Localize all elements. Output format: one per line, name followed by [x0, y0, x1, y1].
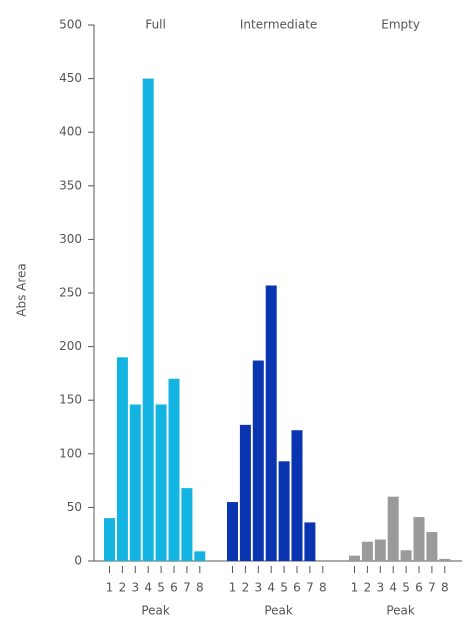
x-tick-label: 6	[293, 581, 301, 595]
y-tick-label: 300	[59, 232, 82, 246]
y-tick-label: 500	[59, 18, 82, 32]
x-tick-label: 3	[254, 581, 262, 595]
x-tick-label: 1	[106, 581, 114, 595]
bar	[387, 496, 399, 561]
x-tick-label: 4	[267, 581, 275, 595]
bar	[439, 558, 451, 561]
y-tick-label: 350	[59, 178, 82, 192]
y-tick-label: 250	[59, 286, 82, 300]
bar	[349, 555, 360, 561]
x-tick-label: 5	[157, 581, 165, 595]
x-tick-label: 2	[119, 581, 127, 595]
bar	[278, 461, 290, 561]
x-axis-label: Peak	[141, 604, 170, 618]
bar	[129, 404, 141, 561]
x-tick-label: 4	[389, 581, 397, 595]
x-tick-label: 1	[351, 581, 359, 595]
bar	[304, 522, 316, 561]
x-tick-label: 3	[376, 581, 384, 595]
x-tick-label: 2	[242, 581, 250, 595]
x-tick-label: 7	[428, 581, 436, 595]
bar	[265, 285, 277, 561]
y-tick-label: 0	[74, 554, 82, 568]
x-tick-label: 7	[183, 581, 191, 595]
x-tick-label: 5	[402, 581, 410, 595]
panel-title: Empty	[381, 18, 420, 32]
bar	[291, 430, 303, 561]
bar	[252, 360, 264, 561]
x-tick-label: 8	[196, 581, 204, 595]
bar	[361, 541, 373, 561]
bar	[194, 551, 206, 561]
bar	[413, 517, 425, 561]
y-tick-label: 100	[59, 446, 82, 460]
y-tick-label: 400	[59, 125, 82, 139]
x-tick-label: 7	[306, 581, 314, 595]
x-tick-label: 3	[131, 581, 139, 595]
x-tick-label: 5	[280, 581, 288, 595]
x-tick-label: 6	[415, 581, 423, 595]
x-tick-label: 4	[144, 581, 152, 595]
panel-title: Full	[145, 18, 166, 32]
y-tick-label: 50	[67, 500, 82, 514]
x-tick-label: 6	[170, 581, 178, 595]
bar	[116, 357, 128, 561]
bar	[142, 78, 154, 561]
panel-title: Intermediate	[240, 18, 317, 32]
bar	[227, 502, 238, 561]
x-tick-label: 2	[364, 581, 372, 595]
bar	[181, 488, 193, 561]
y-tick-label: 450	[59, 71, 82, 85]
x-tick-label: 8	[319, 581, 327, 595]
x-axis-label: Peak	[264, 604, 293, 618]
bar	[426, 532, 438, 561]
bar	[239, 424, 251, 561]
y-tick-label: 150	[59, 393, 82, 407]
x-tick-label: 1	[229, 581, 237, 595]
x-tick-label: 8	[441, 581, 449, 595]
bar	[400, 550, 412, 561]
y-axis-label: Abs Area	[15, 263, 29, 317]
bar	[155, 404, 167, 561]
x-axis-label: Peak	[386, 604, 415, 618]
bar	[374, 539, 386, 561]
bar	[168, 378, 180, 561]
y-tick-label: 200	[59, 339, 82, 353]
bar	[104, 518, 115, 561]
